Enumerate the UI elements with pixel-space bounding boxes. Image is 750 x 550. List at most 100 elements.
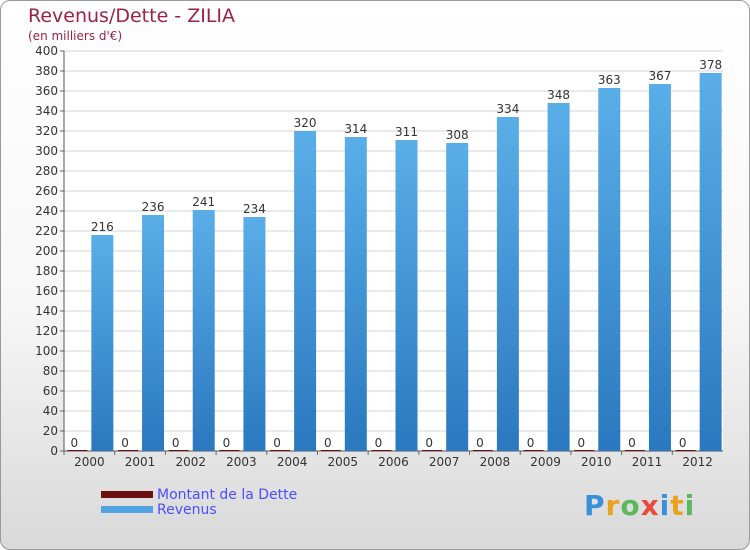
bar-dette bbox=[675, 450, 696, 451]
y-tick-label: 0 bbox=[50, 444, 58, 458]
y-tick-label: 140 bbox=[35, 304, 58, 318]
bar-dette bbox=[270, 450, 291, 451]
y-tick-label: 60 bbox=[43, 384, 58, 398]
data-label-dette: 0 bbox=[273, 436, 281, 450]
data-label-dette: 0 bbox=[223, 436, 231, 450]
data-label-dette: 0 bbox=[577, 436, 585, 450]
bar-revenus bbox=[699, 73, 722, 451]
bars bbox=[67, 73, 722, 451]
data-label-revenus: 367 bbox=[649, 69, 672, 83]
y-tick-label: 220 bbox=[35, 224, 58, 238]
x-tick-label: 2001 bbox=[125, 455, 156, 469]
bar-revenus bbox=[598, 88, 621, 451]
data-label-revenus: 348 bbox=[547, 88, 570, 102]
x-tick-label: 2006 bbox=[378, 455, 409, 469]
x-tick-label: 2002 bbox=[175, 455, 206, 469]
bar-revenus bbox=[648, 84, 671, 451]
bar-revenus bbox=[142, 215, 165, 451]
logo-letter: o bbox=[620, 489, 641, 522]
data-label-revenus: 241 bbox=[192, 195, 215, 209]
y-tick-label: 300 bbox=[35, 144, 58, 158]
y-tick-label: 160 bbox=[35, 284, 58, 298]
y-tick-label: 100 bbox=[35, 344, 58, 358]
bar-revenus bbox=[395, 140, 418, 451]
y-tick-label: 120 bbox=[35, 324, 58, 338]
logo-letter: t bbox=[670, 489, 685, 522]
data-labels: 0 216 0 236 0 241 0 234 0 320 0 314 0 311 0 308 0 334 0 348… bbox=[71, 58, 723, 450]
bar-dette bbox=[523, 450, 544, 451]
data-label-revenus: 308 bbox=[446, 128, 469, 142]
y-tick-label: 260 bbox=[35, 184, 58, 198]
bar-dette bbox=[67, 450, 88, 451]
y-tick-label: 380 bbox=[35, 64, 58, 78]
y-tick-label: 40 bbox=[43, 404, 58, 418]
data-label-revenus: 216 bbox=[91, 220, 114, 234]
bar-dette bbox=[168, 450, 189, 451]
logo-letter: i bbox=[684, 489, 696, 522]
logo-letter: i bbox=[659, 489, 671, 522]
x-tick-label: 2005 bbox=[328, 455, 359, 469]
proxiti-logo: Proxiti bbox=[584, 489, 695, 522]
logo-letter: P bbox=[584, 489, 606, 522]
data-label-revenus: 234 bbox=[243, 202, 266, 216]
data-label-dette: 0 bbox=[425, 436, 433, 450]
x-tick-label: 2009 bbox=[530, 455, 561, 469]
bar-revenus bbox=[547, 103, 570, 451]
x-tick-label: 2008 bbox=[480, 455, 511, 469]
y-tick-label: 180 bbox=[35, 264, 58, 278]
bar-dette bbox=[320, 450, 341, 451]
x-tick-label: 2011 bbox=[632, 455, 663, 469]
bar-revenus bbox=[192, 210, 215, 451]
data-label-dette: 0 bbox=[527, 436, 535, 450]
bar-revenus bbox=[344, 137, 367, 451]
x-tick-label: 2003 bbox=[226, 455, 257, 469]
data-label-revenus: 314 bbox=[344, 122, 367, 136]
data-label-dette: 0 bbox=[121, 436, 129, 450]
bar-revenus bbox=[243, 217, 266, 451]
legend-item-dette: Montant de la Dette bbox=[101, 486, 298, 503]
x-tick-label: 2004 bbox=[277, 455, 308, 469]
data-label-dette: 0 bbox=[324, 436, 332, 450]
data-label-dette: 0 bbox=[71, 436, 79, 450]
bar-revenus bbox=[91, 235, 114, 451]
bar-dette bbox=[219, 450, 240, 451]
data-label-dette: 0 bbox=[476, 436, 484, 450]
x-tick-label: 2000 bbox=[74, 455, 105, 469]
bar-dette bbox=[371, 450, 392, 451]
data-label-dette: 0 bbox=[679, 436, 687, 450]
data-label-revenus: 334 bbox=[496, 102, 519, 116]
legend-swatch-revenus bbox=[101, 506, 153, 513]
bar-revenus bbox=[446, 143, 469, 451]
bar-dette bbox=[574, 450, 595, 451]
data-label-dette: 0 bbox=[172, 436, 180, 450]
bar-dette bbox=[118, 450, 139, 451]
legend-swatch-dette bbox=[101, 491, 153, 498]
x-tick-label: 2010 bbox=[581, 455, 612, 469]
y-tick-label: 400 bbox=[35, 44, 58, 58]
y-tick-label: 360 bbox=[35, 84, 58, 98]
chart-subtitle: (en milliers d'€) bbox=[28, 29, 123, 43]
y-tick-label: 80 bbox=[43, 364, 58, 378]
legend-item-revenus: Revenus bbox=[101, 501, 297, 518]
bar-dette bbox=[422, 450, 443, 451]
bar-revenus bbox=[496, 117, 519, 451]
y-tick-label: 200 bbox=[35, 244, 58, 258]
data-label-revenus: 236 bbox=[142, 200, 165, 214]
x-tick-label: 2007 bbox=[429, 455, 460, 469]
bar-revenus bbox=[294, 131, 317, 451]
data-label-revenus: 378 bbox=[699, 58, 722, 72]
bar-dette bbox=[624, 450, 645, 451]
y-tick-label: 280 bbox=[35, 164, 58, 178]
y-tick-label: 20 bbox=[43, 424, 58, 438]
x-tick-label: 2012 bbox=[682, 455, 713, 469]
legend-label-revenus: Revenus bbox=[157, 501, 217, 518]
data-label-dette: 0 bbox=[375, 436, 383, 450]
bar-dette bbox=[472, 450, 493, 451]
y-tick-label: 320 bbox=[35, 124, 58, 138]
data-label-revenus: 320 bbox=[294, 116, 317, 130]
logo-letter: x bbox=[640, 489, 660, 522]
data-label-dette: 0 bbox=[628, 436, 636, 450]
legend-label-dette: Montant de la Dette bbox=[157, 486, 298, 503]
data-label-revenus: 311 bbox=[395, 125, 418, 139]
